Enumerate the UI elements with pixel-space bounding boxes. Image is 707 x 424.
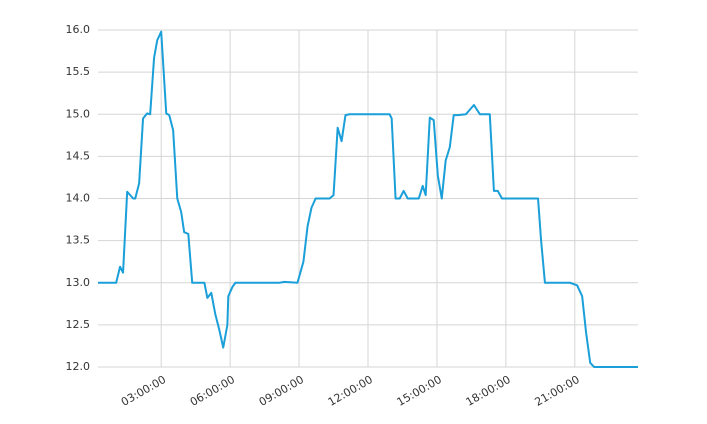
y-tick-label: 15.5: [66, 65, 91, 78]
y-tick-label: 13.0: [66, 276, 91, 289]
y-tick-label: 12.0: [66, 360, 91, 373]
x-tick-label: 03:00:00: [119, 373, 168, 409]
x-tick-label: 09:00:00: [257, 373, 306, 409]
y-tick-label: 13.5: [66, 234, 91, 247]
x-tick-label: 15:00:00: [395, 373, 444, 409]
x-tick-label: 21:00:00: [533, 373, 582, 409]
y-tick-label: 14.0: [66, 192, 91, 205]
x-tick-label: 06:00:00: [188, 373, 237, 409]
y-tick-label: 12.5: [66, 318, 91, 331]
line: [98, 30, 638, 368]
x-tick-label: 18:00:00: [464, 373, 513, 409]
y-tick-label: 16.0: [66, 23, 91, 36]
y-tick-label: 14.5: [66, 149, 91, 162]
x-tick-label: 12:00:00: [326, 373, 375, 409]
y-tick-label: 15.0: [66, 107, 91, 120]
